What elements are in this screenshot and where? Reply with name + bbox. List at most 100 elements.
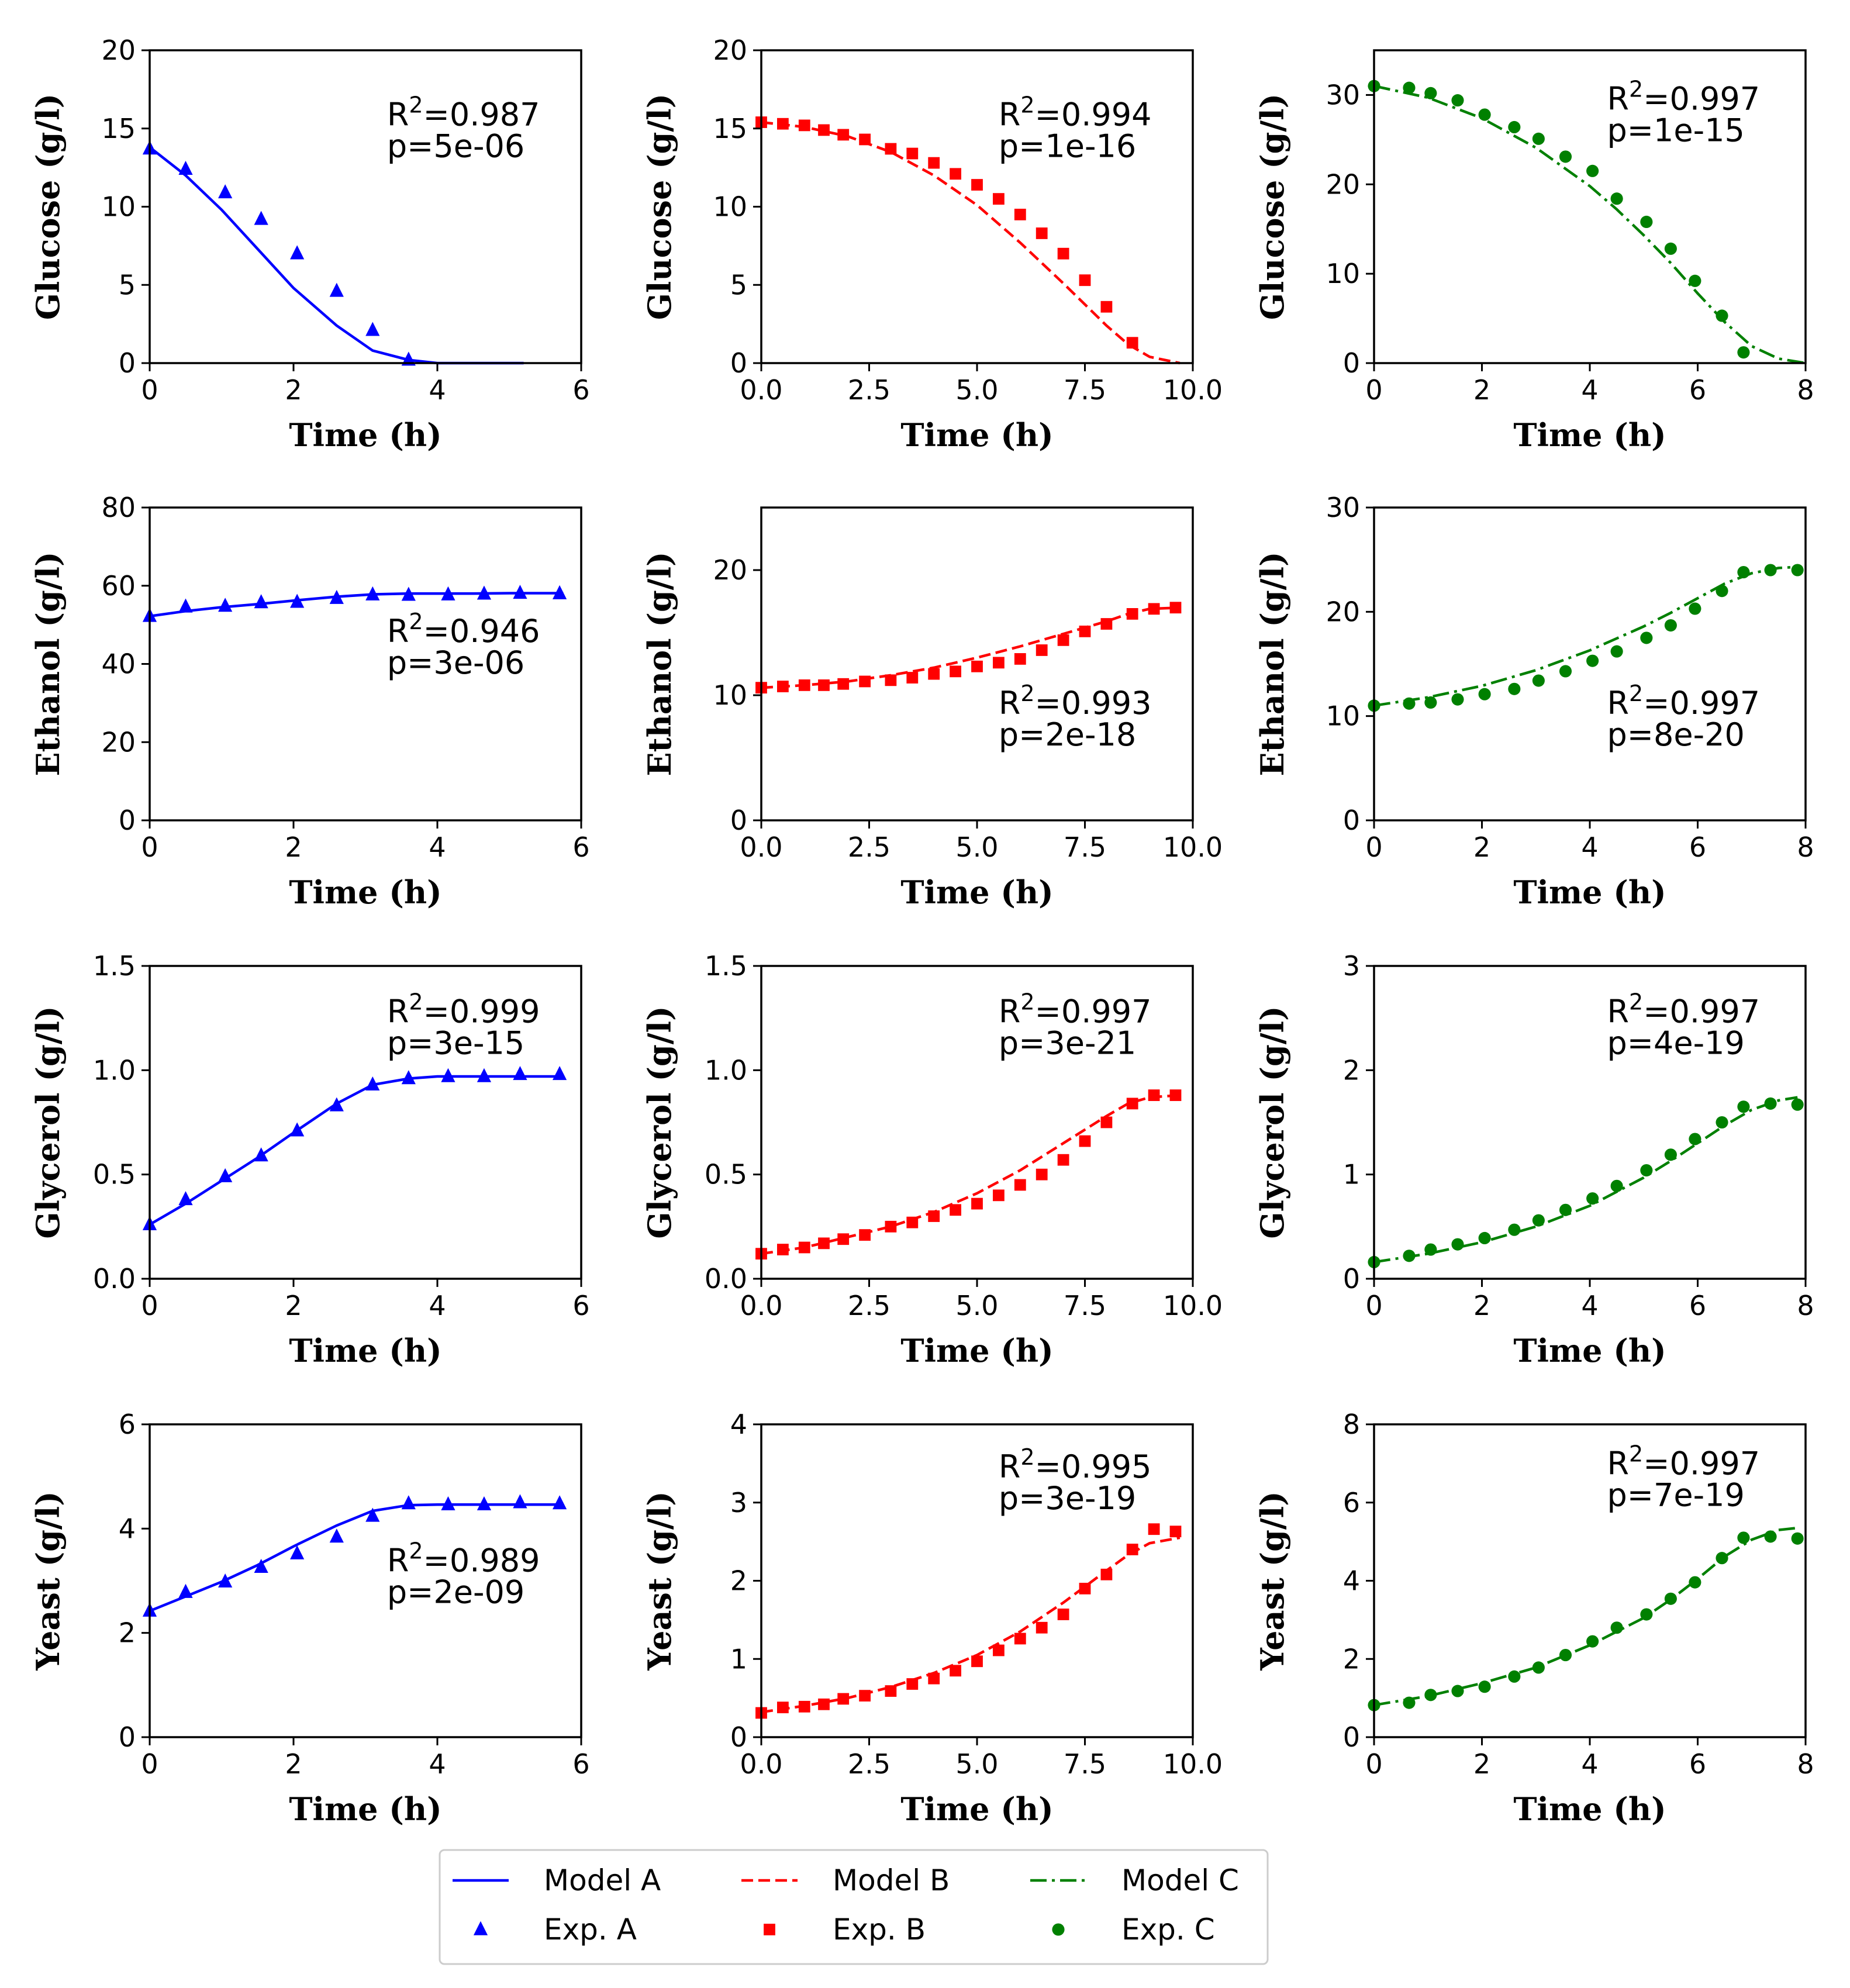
experiment-point <box>950 1665 961 1677</box>
experiment-point <box>1532 1661 1545 1674</box>
x-tick-label: 0.0 <box>740 831 782 863</box>
experiment-point <box>1586 654 1599 667</box>
y-axis-label: Glucose (g/l) <box>641 94 678 320</box>
experiment-point <box>1610 1621 1623 1634</box>
r-squared-label: R2=0.995 <box>999 1444 1152 1485</box>
experiment-point <box>178 598 193 613</box>
experiment-point <box>1737 566 1750 579</box>
experiment-point <box>1559 150 1572 163</box>
experiment-point <box>1737 1100 1750 1113</box>
x-tick-label: 10.0 <box>1163 831 1223 863</box>
y-axis-label: Ethanol (g/l) <box>641 551 678 776</box>
experiment-point <box>1716 1552 1728 1565</box>
y-tick-label: 2 <box>119 1617 136 1649</box>
experiment-point <box>1716 309 1728 322</box>
experiment-point <box>513 1494 527 1509</box>
experiment-point <box>1508 682 1521 695</box>
experiment-point <box>1036 227 1048 239</box>
p-value-label: p=3e-19 <box>999 1480 1136 1517</box>
experiment-point <box>906 147 919 160</box>
x-tick-label: 4 <box>429 831 446 863</box>
r-squared-label: R2=0.997 <box>1607 1441 1761 1482</box>
experiment-point <box>1640 215 1653 229</box>
experiment-point <box>1478 1680 1491 1693</box>
experiment-point <box>1148 1523 1160 1535</box>
experiment-point <box>971 1655 983 1668</box>
experiment-point <box>1424 87 1437 99</box>
x-tick-label: 2 <box>1473 831 1490 863</box>
experiment-point <box>885 143 897 155</box>
experiment-point <box>993 1644 1005 1656</box>
x-axis-label: Time (h) <box>289 1332 441 1369</box>
x-tick-label: 8 <box>1797 1748 1814 1780</box>
experiment-point <box>1403 697 1416 710</box>
experiment-points <box>755 116 1138 349</box>
y-tick-label: 2 <box>1343 1643 1360 1675</box>
y-tick-label: 1.0 <box>705 1054 747 1086</box>
experiment-point <box>1403 1696 1416 1709</box>
experiment-point <box>1057 1609 1069 1620</box>
experiment-point <box>1791 564 1804 577</box>
y-tick-label: 0.5 <box>705 1159 747 1190</box>
experiment-point <box>971 660 983 672</box>
experiment-point <box>885 1220 897 1233</box>
panel-1: 0 2 4 6 0 5 10 15 20 Time (h) Glucose (g/l) R2=0.98… <box>29 34 590 454</box>
experiment-point <box>777 1244 789 1255</box>
y-axis-label: Ethanol (g/l) <box>29 551 67 776</box>
experiment-point <box>401 1495 416 1510</box>
legend-label: Exp. A <box>544 1913 637 1946</box>
y-tick-label: 0 <box>730 805 747 836</box>
model-line <box>761 1536 1181 1714</box>
experiment-point <box>1126 608 1138 620</box>
p-value-label: p=7e-19 <box>1607 1477 1745 1514</box>
experiment-point <box>553 1066 567 1081</box>
experiment-point <box>777 681 789 692</box>
experiment-point <box>885 674 897 686</box>
y-tick-label: 1 <box>1343 1159 1360 1190</box>
y-axis-label: Glycerol (g/l) <box>29 1006 67 1238</box>
experiment-point <box>1559 665 1572 678</box>
experiment-point <box>1508 1223 1521 1236</box>
x-tick-label: 0 <box>141 831 158 863</box>
experiment-point <box>1014 653 1026 665</box>
y-tick-label: 0 <box>730 347 747 379</box>
experiment-point <box>178 1191 193 1206</box>
legend-item-model-b: Model B <box>741 1863 950 1897</box>
experiment-point <box>798 679 810 691</box>
experiment-points <box>1368 1530 1804 1711</box>
x-tick-label: 2 <box>285 831 302 863</box>
x-tick-label: 2 <box>285 374 302 406</box>
p-value-label: p=3e-15 <box>387 1024 524 1061</box>
experiment-point <box>254 1147 268 1162</box>
experiment-point <box>1508 1670 1521 1683</box>
x-tick-label: 8 <box>1797 1290 1814 1321</box>
experiment-point <box>1169 1089 1182 1102</box>
x-tick-label: 4 <box>1581 1290 1598 1321</box>
experiment-point <box>1451 693 1464 706</box>
p-value-label: p=2e-18 <box>999 716 1136 753</box>
x-tick-label: 10.0 <box>1163 1748 1223 1780</box>
experiment-point <box>365 322 380 336</box>
experiment-point <box>401 586 416 601</box>
legend-item-exp-c: Exp. C <box>1052 1913 1215 1946</box>
experiment-point <box>859 133 871 146</box>
y-tick-label: 10 <box>713 191 747 223</box>
x-tick-label: 4 <box>429 374 446 406</box>
legend-label: Exp. C <box>1121 1913 1215 1946</box>
experiment-point <box>553 585 567 599</box>
y-axis-label: Yeast (g/l) <box>1254 1491 1291 1671</box>
experiment-point <box>1057 247 1069 260</box>
experiment-point <box>837 1693 850 1705</box>
experiment-point <box>906 1678 919 1690</box>
x-tick-label: 2 <box>1473 1290 1490 1321</box>
panel-10: 0 2 4 6 0 2 4 6 Time (h) Yeast (g/l) R2=0.989p=2e-… <box>29 1409 590 1828</box>
experiment-point <box>1689 274 1701 287</box>
y-tick-label: 60 <box>101 570 136 602</box>
y-tick-label: 40 <box>101 648 136 680</box>
x-tick-label: 7.5 <box>1064 374 1106 406</box>
experiment-point <box>1036 644 1048 656</box>
r-squared-label: R2=0.999 <box>387 989 540 1030</box>
x-tick-label: 7.5 <box>1064 1748 1106 1780</box>
x-tick-label: 5.0 <box>955 1748 998 1780</box>
y-tick-label: 3 <box>730 1487 747 1518</box>
